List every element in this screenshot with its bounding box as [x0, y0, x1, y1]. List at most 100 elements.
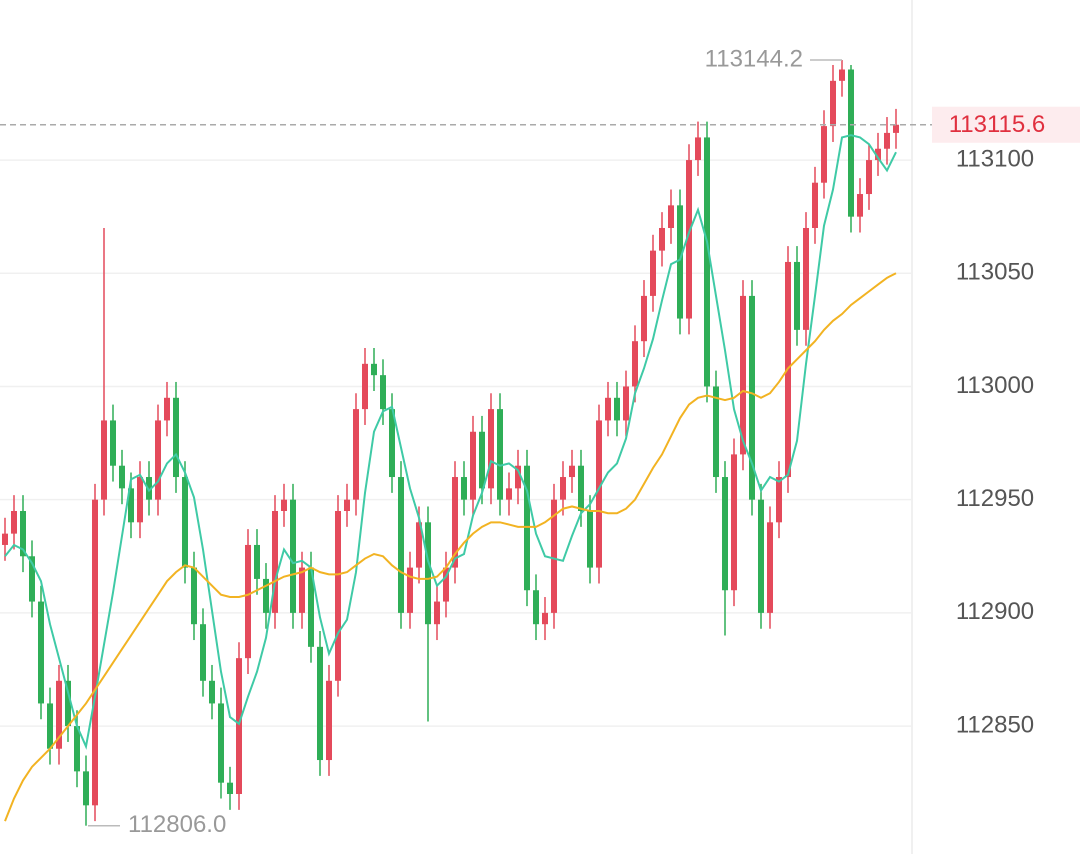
candle-body: [443, 567, 449, 602]
candle-body: [434, 601, 440, 625]
y-tick-label: 113050: [956, 259, 1034, 286]
candle-body: [281, 499, 287, 511]
candle-body: [146, 477, 152, 500]
candle-body: [551, 499, 557, 613]
candle-body: [677, 205, 683, 319]
ma-line: [4, 272, 897, 822]
candle-body: [110, 420, 116, 466]
candle-body: [299, 567, 305, 613]
candle-body: [2, 533, 8, 545]
candle-body: [605, 397, 611, 421]
candle-body: [272, 510, 278, 613]
candle-body: [236, 658, 242, 795]
candle-body: [317, 646, 323, 761]
candle-body: [29, 556, 35, 602]
candle-body: [668, 205, 674, 228]
candle-body: [371, 363, 377, 376]
candle-body: [38, 601, 44, 704]
candle-body: [524, 465, 530, 591]
candle-body: [542, 612, 548, 625]
candle-body: [686, 160, 692, 319]
candle-body: [812, 182, 818, 228]
candle-body: [245, 544, 251, 659]
candle-body: [353, 409, 359, 500]
candle-body: [11, 510, 17, 534]
candle-body: [857, 194, 863, 217]
candle-body: [884, 132, 890, 149]
candle-body: [227, 782, 233, 795]
y-tick-label: 112900: [956, 598, 1034, 625]
candle-body: [704, 137, 710, 387]
candle-body: [533, 590, 539, 625]
candle-body: [623, 386, 629, 421]
candle-body: [191, 567, 197, 625]
candle-body: [695, 137, 701, 161]
candle-body: [200, 624, 206, 681]
y-tick-label: 112850: [956, 711, 1034, 738]
candle-body: [488, 409, 494, 489]
candle-body: [425, 522, 431, 625]
candle-body: [839, 69, 845, 81]
candle-body: [119, 465, 125, 489]
candle-body: [254, 544, 260, 579]
low-label: 112806.0: [128, 811, 226, 838]
candle-body: [326, 680, 332, 761]
candle-body: [452, 477, 458, 568]
candle-body: [308, 567, 314, 647]
candle-body: [164, 397, 170, 421]
candle-body: [65, 680, 71, 727]
y-tick-label: 112950: [956, 485, 1034, 512]
candle-body: [596, 420, 602, 568]
last-price-label: 113115.6: [949, 111, 1046, 138]
high-label: 113144.2: [705, 45, 803, 72]
candle-body: [155, 420, 161, 500]
candle-body: [893, 124, 899, 133]
candle-body: [740, 295, 746, 455]
candle-body: [875, 148, 881, 161]
candle-body: [794, 261, 800, 330]
candle-body: [407, 567, 413, 613]
candle-body: [776, 477, 782, 523]
candle-body: [641, 295, 647, 342]
candle-body: [632, 341, 638, 387]
candle-body: [587, 510, 593, 568]
y-tick-label: 113100: [956, 145, 1034, 172]
candle-body: [182, 477, 188, 568]
candle-body: [389, 409, 395, 478]
candle-body: [263, 578, 269, 613]
candle-body: [362, 363, 368, 410]
candle-body: [758, 499, 764, 613]
candle-body: [713, 386, 719, 478]
candle-body: [731, 454, 737, 591]
candle-body: [56, 680, 62, 749]
candle-body: [767, 522, 773, 613]
candle-body: [560, 477, 566, 500]
candle-body: [416, 522, 422, 568]
candle-body: [470, 431, 476, 500]
candle-body: [578, 465, 584, 511]
candle-body: [749, 295, 755, 500]
candle-body: [47, 703, 53, 749]
candle-body: [821, 126, 827, 183]
candle-body: [101, 420, 107, 500]
candle-body: [515, 465, 521, 489]
candle-body: [659, 227, 665, 251]
candle-body: [335, 510, 341, 681]
candle-body: [479, 431, 485, 489]
last-price-badge: [932, 106, 1080, 143]
candle-body: [137, 477, 143, 523]
candle-body: [803, 227, 809, 330]
y-tick-label: 113000: [956, 372, 1034, 399]
candle-body: [614, 397, 620, 421]
candle-body: [461, 477, 467, 500]
candle-body: [218, 703, 224, 783]
candle-body: [380, 375, 386, 410]
candle-body: [173, 397, 179, 478]
candle-body: [506, 488, 512, 500]
candle-body: [497, 409, 503, 500]
candle-body: [398, 477, 404, 613]
candle-body: [866, 160, 872, 195]
